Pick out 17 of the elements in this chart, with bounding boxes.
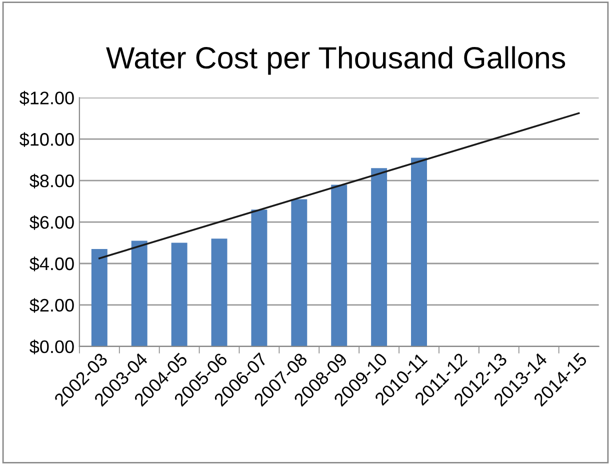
bar bbox=[411, 158, 427, 346]
y-tick-label: $6.00 bbox=[30, 215, 74, 230]
bar bbox=[251, 210, 268, 346]
bar bbox=[91, 248, 108, 346]
bar bbox=[131, 240, 148, 346]
bar bbox=[371, 168, 388, 346]
bar bbox=[171, 242, 188, 346]
bar bbox=[291, 199, 308, 346]
y-tick-label: $10.00 bbox=[20, 132, 74, 147]
chart-title: Water Cost per Thousand Gallons bbox=[106, 46, 566, 75]
bar bbox=[211, 238, 228, 346]
y-tick-label: $0.00 bbox=[30, 340, 74, 354]
y-tick-label: $12.00 bbox=[20, 90, 74, 106]
y-tick-label: $8.00 bbox=[30, 174, 74, 188]
bar bbox=[331, 184, 348, 346]
y-tick-label: $4.00 bbox=[30, 256, 74, 272]
y-tick-label: $2.00 bbox=[30, 298, 74, 313]
